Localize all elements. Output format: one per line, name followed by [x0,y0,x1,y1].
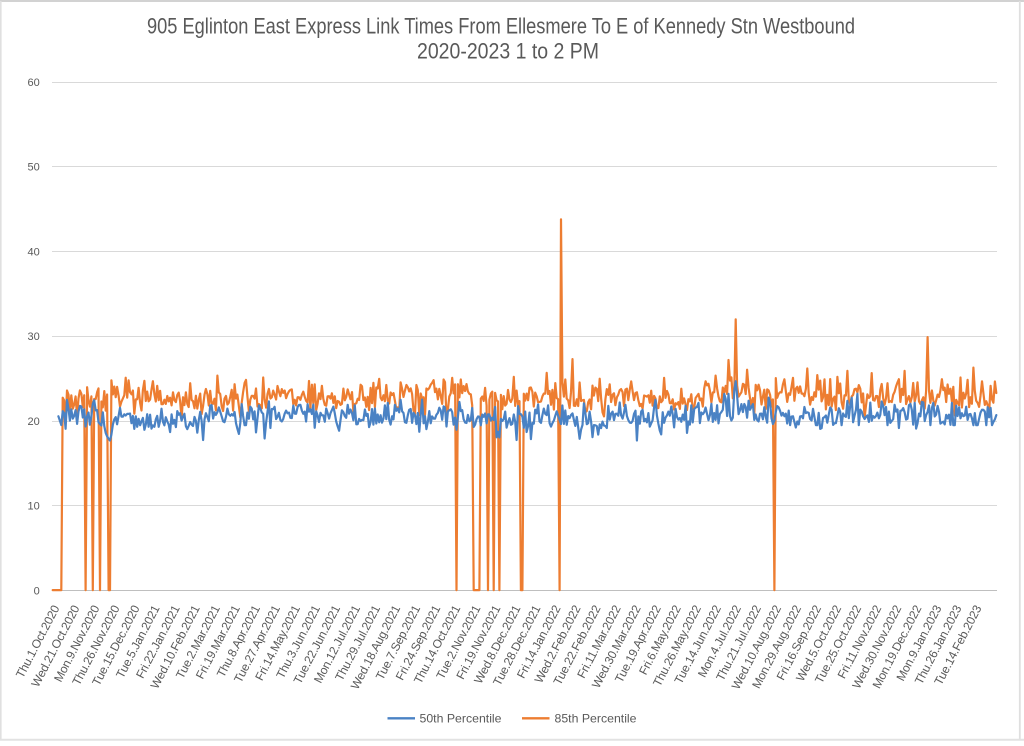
svg-text:2020-2023 1 to 2 PM: 2020-2023 1 to 2 PM [417,39,599,64]
svg-text:85th Percentile: 85th Percentile [555,712,637,726]
svg-text:50th Percentile: 50th Percentile [420,712,502,726]
svg-text:0: 0 [34,585,40,597]
svg-text:905 Eglinton East Express Link: 905 Eglinton East Express Link Times Fro… [147,14,855,39]
svg-text:30: 30 [28,331,40,343]
svg-text:60: 60 [28,77,40,89]
svg-text:40: 40 [28,246,40,258]
svg-text:50: 50 [28,162,40,174]
svg-text:20: 20 [28,416,40,428]
svg-text:10: 10 [28,501,40,513]
